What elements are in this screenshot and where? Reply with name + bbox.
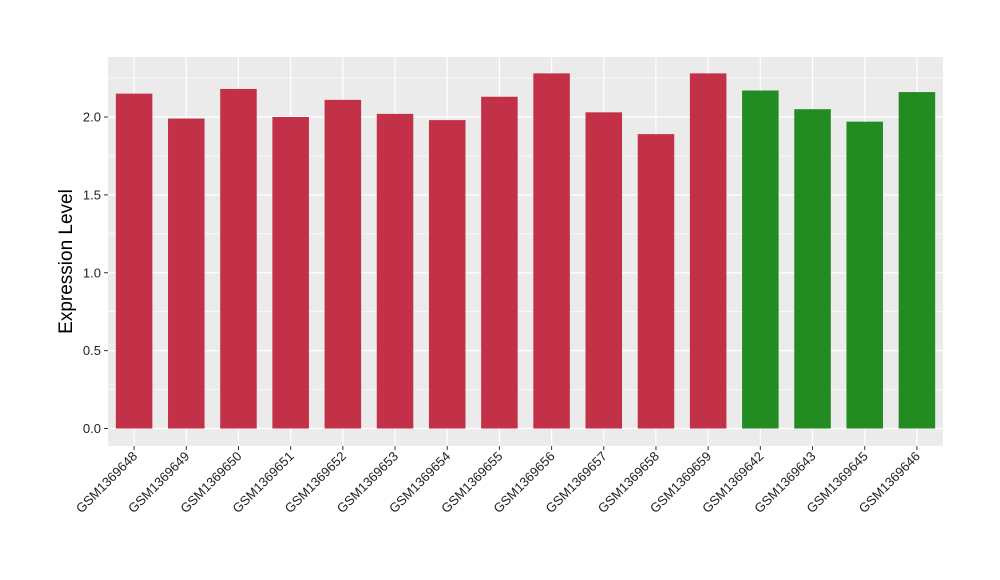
bar-GSM1369656: [533, 73, 570, 429]
bar-GSM1369651: [272, 117, 309, 429]
y-tick-label: 1.0: [83, 265, 101, 280]
bar-GSM1369646: [898, 92, 936, 429]
x-axis: GSM1369648GSM1369649GSM1369650GSM1369651…: [73, 446, 923, 516]
y-tick-label: 2.0: [83, 110, 101, 125]
y-tick-label: 0.0: [83, 421, 101, 436]
bar-GSM1369643: [794, 109, 831, 429]
bar-GSM1369657: [585, 112, 623, 429]
bar-GSM1369654: [428, 120, 466, 429]
bar-GSM1369649: [168, 118, 205, 429]
bar-GSM1369653: [376, 113, 414, 429]
y-tick-label: 0.5: [83, 343, 101, 358]
bar-GSM1369652: [324, 99, 362, 429]
y-axis: 0.0 0.5 1.0 1.5 2.0: [83, 110, 108, 436]
bars: [115, 73, 936, 429]
bar-GSM1369642: [742, 90, 779, 429]
bar-GSM1369655: [481, 96, 518, 429]
bar-GSM1369650: [220, 88, 257, 429]
bar-GSM1369659: [689, 73, 727, 429]
y-axis-title: Expression Level: [56, 189, 77, 334]
bar-GSM1369648: [115, 93, 153, 429]
y-tick-label: 1.5: [83, 187, 101, 202]
bar-GSM1369658: [637, 134, 675, 429]
bar-GSM1369645: [846, 121, 883, 429]
